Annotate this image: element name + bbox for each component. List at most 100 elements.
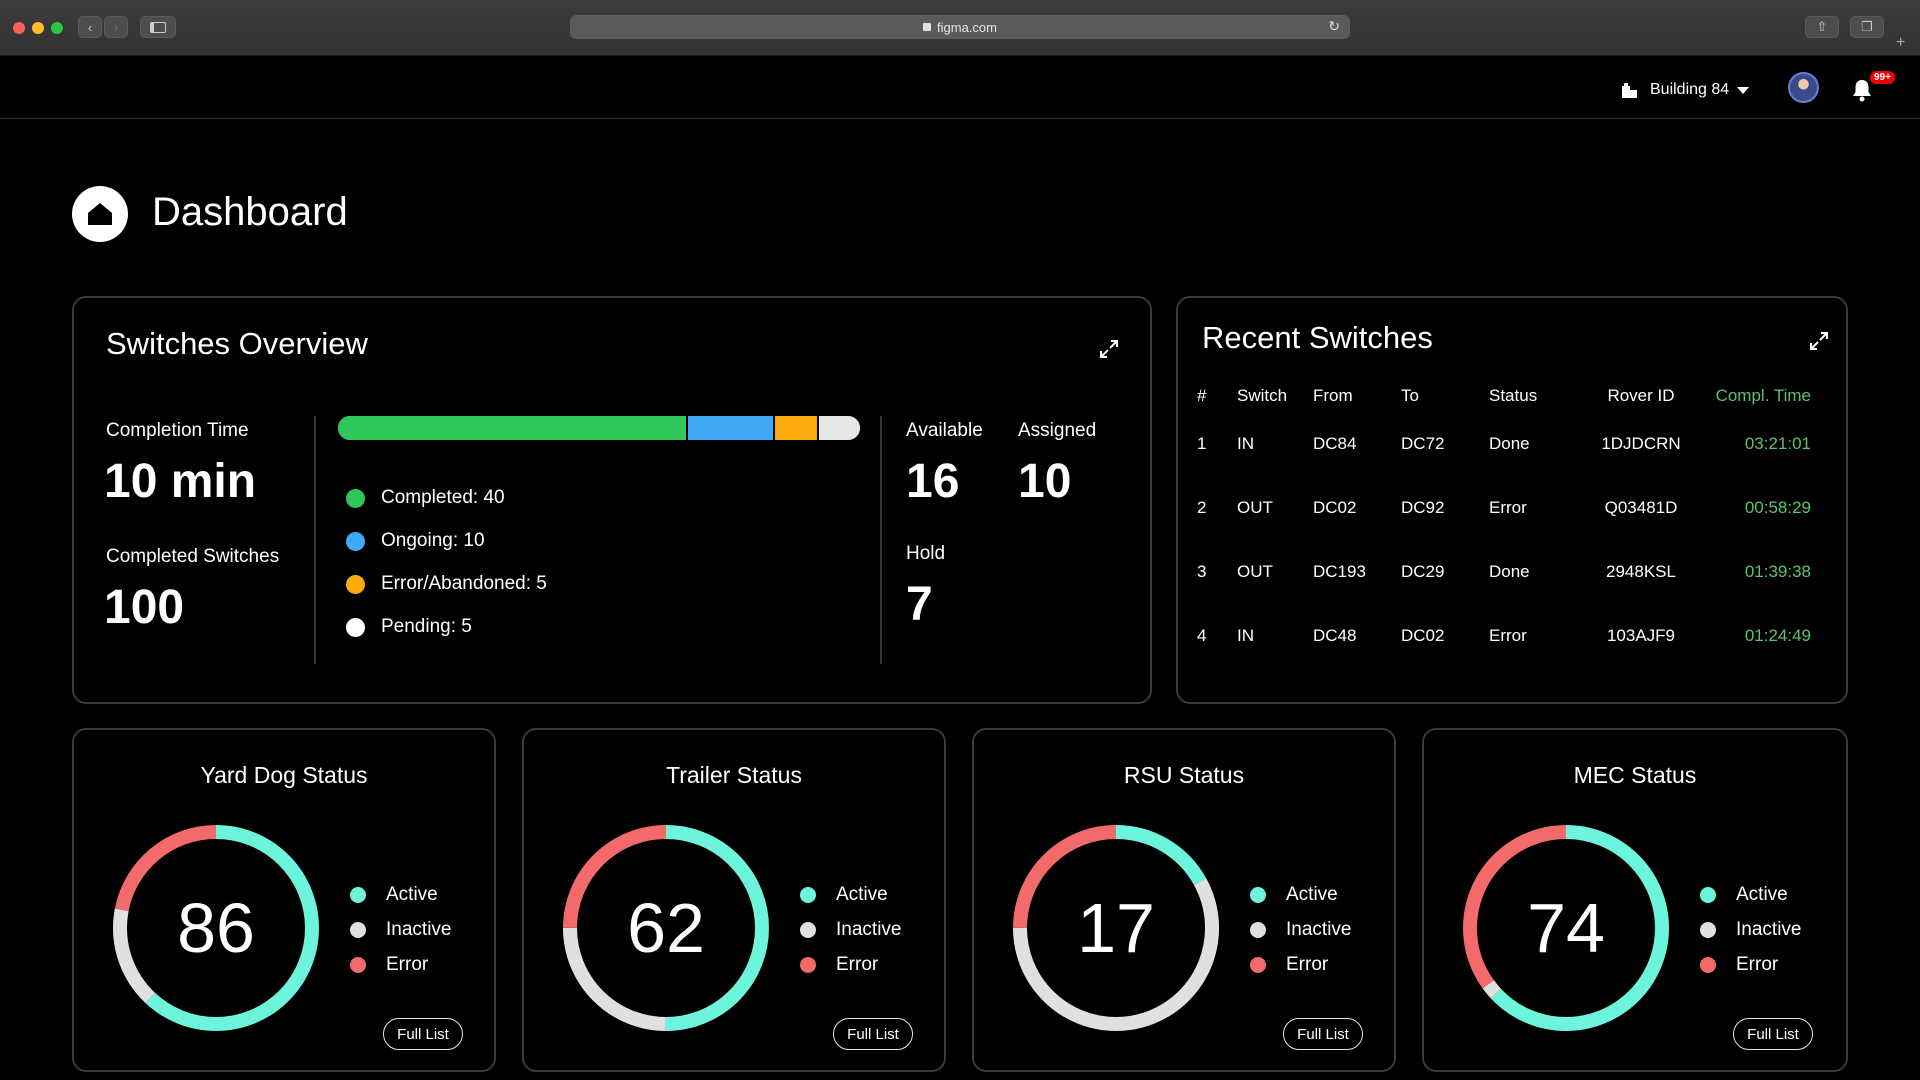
completed-switches-value: 100 (104, 581, 185, 634)
forward-button[interactable]: › (104, 16, 128, 38)
cell-to: DC02 (1401, 626, 1445, 645)
legend-label: Inactive (836, 919, 902, 940)
legend-dot (346, 617, 365, 637)
legend-active: Active (800, 884, 888, 906)
back-button[interactable]: ‹ (78, 16, 102, 38)
ring-segment-inactive (1013, 825, 1219, 1031)
legend-dot (350, 887, 366, 903)
legend-dot (346, 531, 365, 551)
cell-completion-time: 00:58:29 (1744, 498, 1811, 517)
expand-icon[interactable] (1808, 330, 1830, 352)
full-list-button[interactable]: Full List (1733, 1018, 1813, 1050)
ring-segment-inactive (113, 825, 319, 1031)
legend-dot (1250, 887, 1266, 903)
table-row[interactable]: 4 IN DC48 DC02 Error 103AJF9 01:24:49 (1197, 604, 1811, 668)
legend-dot (350, 957, 366, 973)
browser-toolbar: ‹ › figma.com ↻ ⇧ ❐ + (0, 0, 1920, 56)
legend-dot (346, 574, 365, 594)
url-text: figma.com (937, 19, 997, 35)
legend-dot (800, 922, 816, 938)
hold-label: Hold (906, 543, 946, 564)
legend-dot (800, 957, 816, 973)
status-value: 62 (627, 889, 705, 967)
full-list-button[interactable]: Full List (1283, 1018, 1363, 1050)
avatar[interactable] (1788, 72, 1819, 103)
cell-status: Error (1489, 626, 1527, 645)
card-title: Trailer Status (666, 762, 802, 788)
bell-icon[interactable] (1851, 78, 1873, 102)
cell-index: 1 (1197, 434, 1207, 453)
legend-dot (350, 922, 366, 938)
cell-from: DC84 (1313, 434, 1357, 453)
notification-badge: 99+ (1870, 71, 1895, 84)
legend-label: Error/Abandoned: 5 (381, 573, 547, 594)
cell-to: DC29 (1401, 562, 1445, 581)
close-window-button[interactable] (13, 22, 25, 34)
legend-label: Active (386, 884, 438, 905)
legend-inactive: Inactive (1250, 919, 1351, 941)
legend-inactive: Inactive (350, 919, 451, 941)
trailer-status-card: Trailer Status 62 Active Inactive Error … (522, 728, 946, 1072)
legend-pending: Pending: 5 (346, 616, 472, 638)
house-icon (88, 203, 112, 225)
share-button[interactable]: ⇧ (1805, 16, 1839, 38)
mec-status-card: MEC Status 74 Active Inactive Error Full… (1422, 728, 1848, 1072)
ring-segment-error (1463, 825, 1669, 1031)
table-row[interactable]: 3 OUT DC193 DC29 Done 2948KSL 01:39:38 (1197, 540, 1811, 604)
cell-from: DC02 (1313, 498, 1357, 517)
zoom-window-button[interactable] (51, 22, 63, 34)
full-list-button[interactable]: Full List (383, 1018, 463, 1050)
cell-rover-id: Q03481D (1604, 498, 1678, 517)
tabs-overview-button[interactable]: ❐ (1850, 16, 1884, 38)
status-value: 86 (177, 889, 255, 967)
table-row[interactable]: 2 OUT DC02 DC92 Error Q03481D 00:58:29 (1197, 476, 1811, 540)
divider (880, 416, 882, 664)
legend-label: Error (386, 954, 429, 975)
home-icon[interactable] (72, 186, 128, 242)
minimize-window-button[interactable] (32, 22, 44, 34)
legend-dot (1250, 957, 1266, 973)
cell-completion-time: 01:39:38 (1744, 562, 1811, 581)
status-value: 17 (1077, 889, 1155, 967)
new-tab-icon[interactable]: + (1896, 34, 1906, 51)
legend-label: Active (1286, 884, 1338, 905)
legend-active: Active (350, 884, 438, 906)
address-bar[interactable]: figma.com ↻ (570, 15, 1350, 39)
building-icon (1622, 82, 1637, 98)
legend-label: Inactive (386, 919, 452, 940)
card-title: RSU Status (1123, 762, 1245, 788)
cell-rover-id: 103AJF9 (1606, 626, 1676, 645)
cell-from: DC193 (1313, 562, 1366, 581)
legend-label: Active (836, 884, 888, 905)
legend-ongoing: Ongoing: 10 (346, 530, 485, 552)
recent-switches-table: # Switch From To Status Rover ID Compl. … (1197, 380, 1811, 668)
cell-index: 3 (1197, 562, 1207, 581)
cell-from: DC48 (1313, 626, 1357, 645)
sidebar-toggle-button[interactable] (140, 16, 176, 38)
legend-error: Error (1700, 954, 1778, 976)
chevron-down-icon (1737, 86, 1750, 94)
building-selector[interactable]: Building 84 (1621, 81, 1750, 99)
reload-icon[interactable]: ↻ (1328, 18, 1340, 34)
assigned-value: 10 (1018, 455, 1072, 508)
legend-label: Pending: 5 (381, 616, 472, 637)
legend-label: Inactive (1286, 919, 1352, 940)
cell-switch: IN (1237, 626, 1254, 645)
table-row[interactable]: 1 IN DC84 DC72 Done 1DJDCRN 03:21:01 (1197, 412, 1811, 476)
expand-icon[interactable] (1098, 338, 1120, 360)
recent-switches-card: Recent Switches (1176, 296, 1848, 704)
table-header-row: # Switch From To Status Rover ID Compl. … (1197, 380, 1811, 412)
status-ring (1013, 825, 1219, 1031)
cell-to: DC72 (1401, 434, 1445, 453)
column-header: From (1313, 386, 1353, 405)
cell-to: DC92 (1401, 498, 1445, 517)
completion-time-label: Completion Time (106, 420, 249, 441)
divider (314, 416, 316, 664)
yard-dog-status-card: Yard Dog Status 86 Active Inactive Error… (72, 728, 496, 1072)
column-header: # (1197, 386, 1207, 405)
status-ring (563, 825, 769, 1031)
cell-switch: IN (1237, 434, 1254, 453)
full-list-button[interactable]: Full List (833, 1018, 913, 1050)
page-title: Dashboard (152, 190, 348, 234)
legend-inactive: Inactive (800, 919, 901, 941)
